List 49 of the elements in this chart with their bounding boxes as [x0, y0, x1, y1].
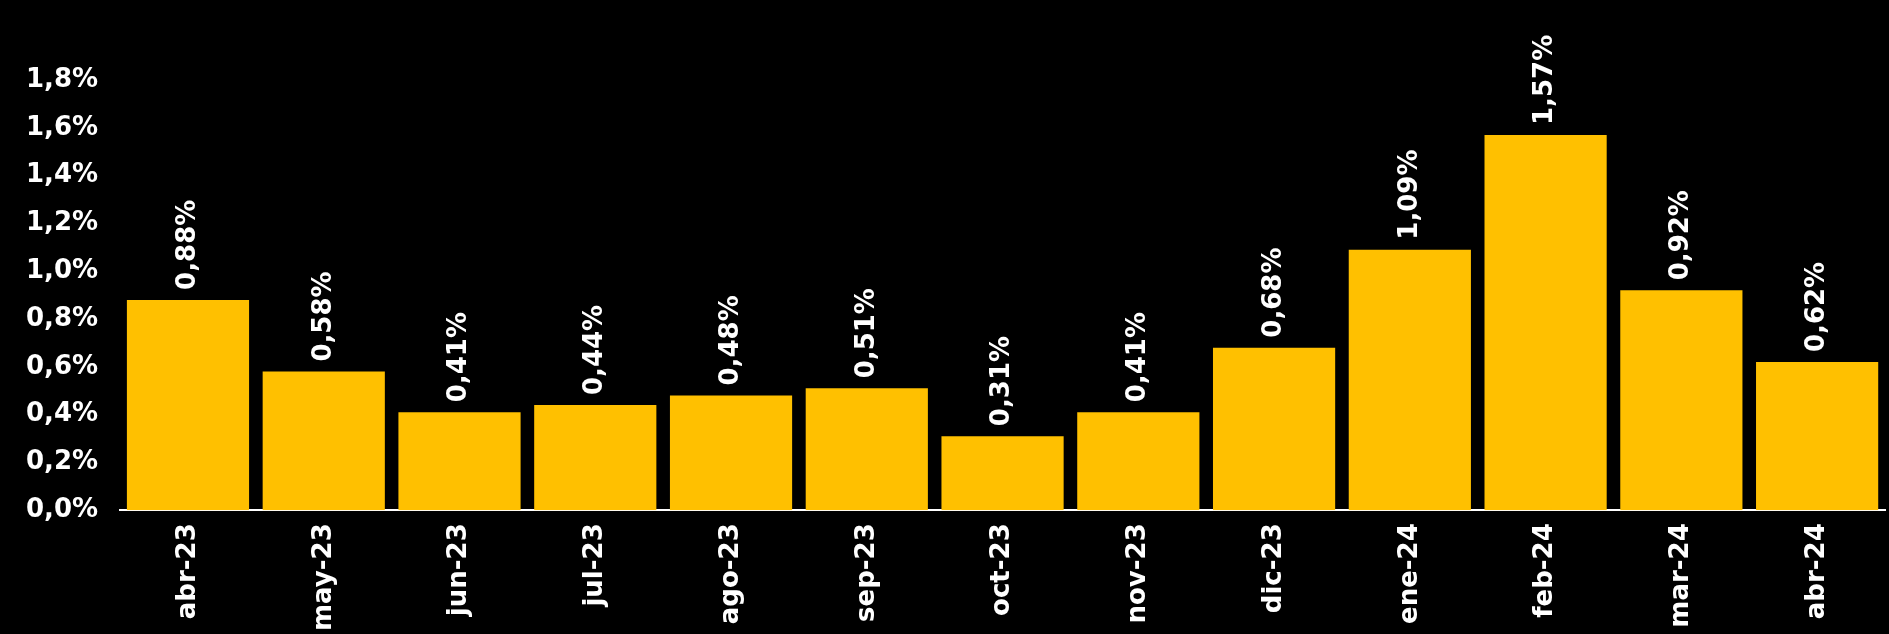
x-tick-label: dic-23	[1256, 523, 1287, 614]
bar	[805, 388, 928, 511]
data-label: 0,62%	[1799, 261, 1830, 353]
x-tick-label: oct-23	[985, 523, 1016, 616]
y-tick-label: 1,8%	[26, 62, 99, 93]
data-label: 0,48%	[713, 295, 744, 386]
y-tick-label: 1,4%	[26, 158, 99, 189]
bar	[126, 299, 250, 511]
x-tick-label: jul-23	[578, 523, 609, 608]
data-label: 1,57%	[1528, 34, 1559, 125]
x-tick-label: feb-24	[1528, 523, 1559, 618]
y-tick-label: 0,4%	[26, 397, 99, 428]
y-tick-label: 0,0%	[26, 492, 99, 523]
x-tick-label: sep-23	[849, 523, 880, 622]
x-tick-label: ago-23	[713, 523, 744, 625]
bar	[534, 405, 657, 511]
y-tick-label: 0,2%	[26, 445, 99, 476]
bar	[1620, 290, 1743, 511]
data-label: 0,31%	[985, 335, 1016, 427]
data-label: 1,09%	[1392, 149, 1423, 240]
x-tick-label: ene-24	[1392, 523, 1423, 624]
bar	[1077, 412, 1200, 511]
data-label: 0,41%	[442, 312, 473, 403]
bar	[262, 371, 385, 511]
data-label: 0,44%	[578, 304, 609, 396]
bar	[941, 436, 1064, 511]
bar	[1212, 347, 1336, 511]
x-tick-label: nov-23	[1121, 523, 1152, 624]
data-label: 0,51%	[849, 288, 880, 379]
data-label: 0,58%	[306, 271, 337, 362]
y-tick-label: 0,8%	[26, 301, 99, 332]
data-label: 0,92%	[1664, 190, 1695, 281]
data-label: 0,88%	[170, 199, 201, 290]
x-tick-label: jun-23	[442, 523, 473, 618]
x-tick-label: mar-24	[1664, 523, 1695, 628]
bar	[669, 395, 793, 511]
y-tick-label: 0,6%	[26, 349, 99, 380]
y-tick-label: 1,2%	[26, 206, 99, 237]
x-tick-label: may-23	[306, 523, 337, 632]
y-tick-label: 1,6%	[26, 110, 99, 141]
bar	[1348, 249, 1471, 511]
x-tick-label: abr-23	[170, 523, 201, 620]
y-tick-label: 1,0%	[26, 253, 99, 284]
bar	[398, 412, 521, 511]
data-label: 0,68%	[1256, 247, 1287, 338]
data-label: 0,41%	[1121, 312, 1152, 403]
bar	[1484, 134, 1607, 511]
x-tick-label: abr-24	[1799, 523, 1830, 620]
bar	[1756, 362, 1879, 511]
